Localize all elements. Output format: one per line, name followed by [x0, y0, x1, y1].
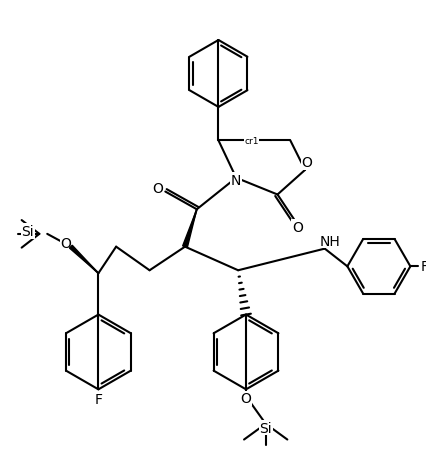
Text: O: O — [60, 236, 72, 250]
Text: O: O — [152, 181, 163, 195]
Text: O: O — [241, 391, 251, 405]
Text: N: N — [231, 173, 242, 187]
Text: F: F — [420, 260, 426, 274]
Text: Si: Si — [259, 421, 272, 435]
Text: NH: NH — [320, 234, 340, 248]
Polygon shape — [69, 246, 98, 274]
Text: Si: Si — [21, 225, 34, 239]
Polygon shape — [183, 210, 197, 248]
Text: F: F — [95, 392, 102, 406]
Text: O: O — [302, 156, 312, 170]
Text: O: O — [292, 221, 302, 235]
Text: cr1: cr1 — [244, 137, 259, 146]
